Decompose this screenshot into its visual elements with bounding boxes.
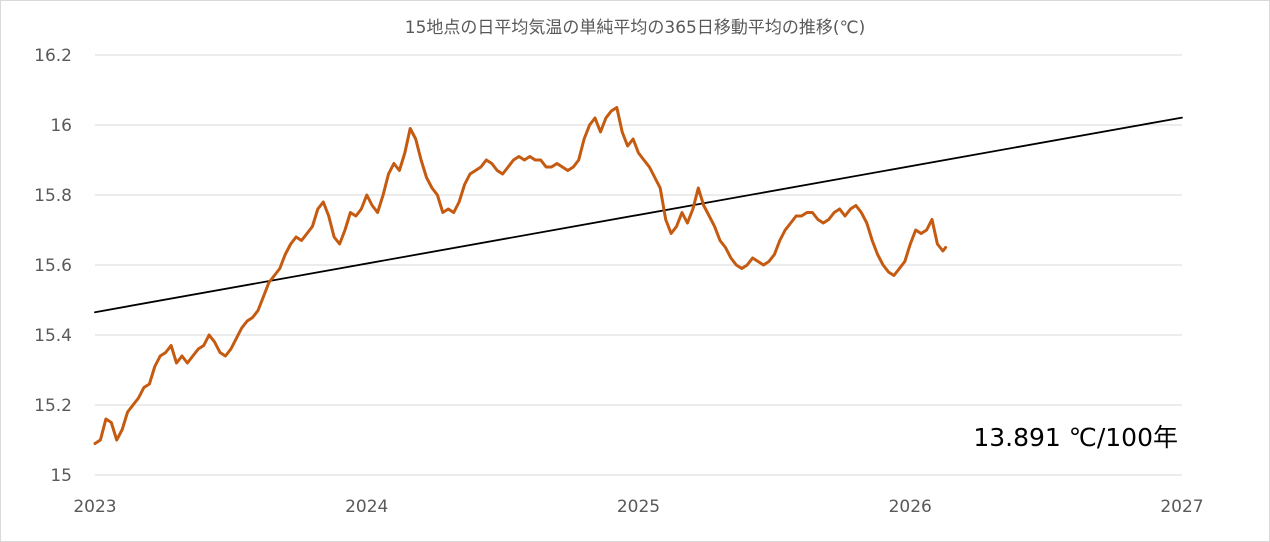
y-tick-label: 16.2 <box>34 46 72 66</box>
x-tick-label: 2027 <box>1160 497 1203 517</box>
y-tick-label: 15.2 <box>34 396 72 416</box>
x-tick-label: 2025 <box>617 497 660 517</box>
x-tick-label: 2024 <box>345 497 388 517</box>
moving-average-line <box>93 106 948 445</box>
x-axis-ticks: 2023 2024 2025 2026 2027 <box>73 497 1203 517</box>
trend-annotation: 13.891 ℃/100年 <box>973 423 1178 452</box>
trend-line <box>94 116 1183 314</box>
x-tick-label: 2026 <box>889 497 932 517</box>
y-tick-label: 15.4 <box>34 326 72 346</box>
y-tick-label: 15.6 <box>34 256 72 276</box>
gridlines <box>95 54 1182 476</box>
y-axis-ticks: 15 15.2 15.4 15.6 15.8 16 16.2 <box>34 46 72 486</box>
series-group <box>93 106 1183 445</box>
x-tick-label: 2023 <box>73 497 116 517</box>
y-tick-label: 16 <box>50 116 72 136</box>
y-tick-label: 15.8 <box>34 186 72 206</box>
chart-title: 15地点の日平均気温の単純平均の365日移動平均の推移(℃) <box>405 18 865 38</box>
y-tick-label: 15 <box>50 466 72 486</box>
